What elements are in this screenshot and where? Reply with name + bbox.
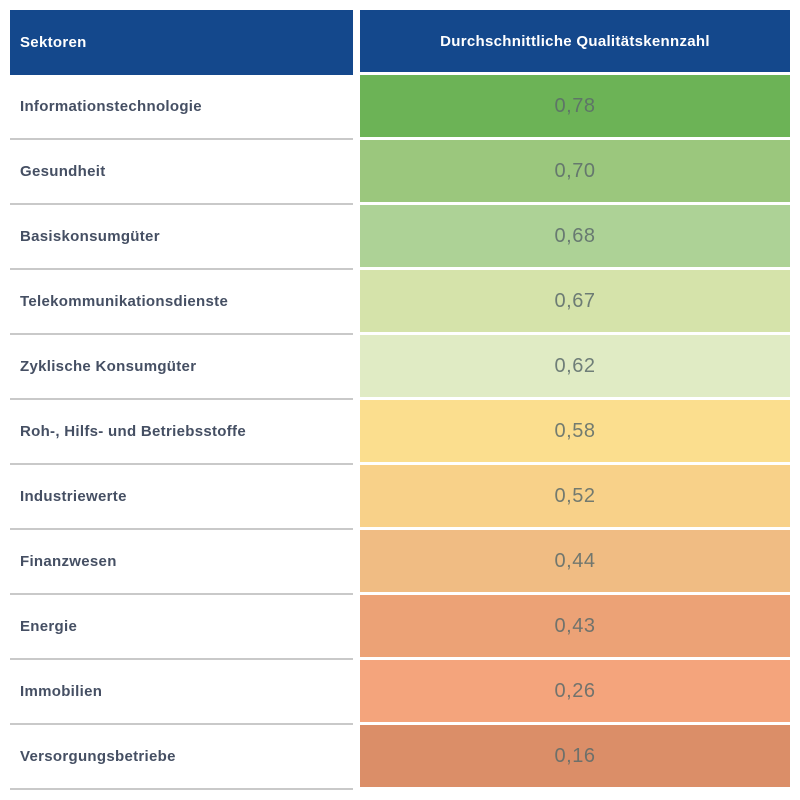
sector-label: Roh-, Hilfs- und Betriebsstoffe [20, 423, 246, 440]
value-cell: 0,26 [360, 660, 790, 725]
value-label: 0,52 [554, 484, 596, 507]
table-row: Finanzwesen 0,44 [10, 530, 790, 595]
header-cell-qualitaetskennzahl: Durchschnittliche Qualitätskennzahl [360, 10, 790, 75]
sector-label: Finanzwesen [20, 553, 117, 570]
value-label: 0,26 [554, 679, 596, 702]
value-label: 0,16 [554, 744, 596, 767]
sector-quality-table: Sektoren Durchschnittliche Qualitätskenn… [10, 10, 790, 790]
table-row: Energie 0,43 [10, 595, 790, 660]
value-cell: 0,44 [360, 530, 790, 595]
sector-cell: Gesundheit [10, 140, 353, 205]
sector-label: Energie [20, 618, 78, 635]
sector-label: Informationstechnologie [20, 98, 202, 115]
sector-cell: Zyklische Konsumgüter [10, 335, 353, 400]
sector-cell: Industriewerte [10, 465, 353, 530]
value-label: 0,43 [554, 614, 596, 637]
sector-label: Telekommunikationsdienste [20, 293, 229, 310]
header-label-qualitaetskennzahl: Durchschnittliche Qualitätskennzahl [440, 32, 710, 50]
sector-cell: Finanzwesen [10, 530, 353, 595]
table-header-row: Sektoren Durchschnittliche Qualitätskenn… [10, 10, 790, 75]
table-row: Informationstechnologie 0,78 [10, 75, 790, 140]
table-row: Zyklische Konsumgüter 0,62 [10, 335, 790, 400]
header-cell-sektoren: Sektoren [10, 10, 353, 75]
sector-label: Zyklische Konsumgüter [20, 358, 197, 375]
value-cell: 0,58 [360, 400, 790, 465]
value-cell: 0,68 [360, 205, 790, 270]
table-row: Versorgungsbetriebe 0,16 [10, 725, 790, 790]
value-label: 0,67 [554, 289, 596, 312]
sector-label: Basiskonsumgüter [20, 228, 160, 245]
table-row: Telekommunikationsdienste 0,67 [10, 270, 790, 335]
value-label: 0,44 [554, 549, 596, 572]
value-label: 0,70 [554, 159, 596, 182]
sector-cell: Basiskonsumgüter [10, 205, 353, 270]
table-body: Informationstechnologie 0,78 Gesundheit 0,7… [10, 75, 790, 790]
value-cell: 0,16 [360, 725, 790, 790]
value-cell: 0,52 [360, 465, 790, 530]
table-row: Basiskonsumgüter 0,68 [10, 205, 790, 270]
value-label: 0,62 [554, 354, 596, 377]
header-label-sektoren: Sektoren [20, 34, 87, 51]
value-cell: 0,62 [360, 335, 790, 400]
sector-cell: Roh-, Hilfs- und Betriebsstoffe [10, 400, 353, 465]
sector-label: Industriewerte [20, 488, 127, 505]
value-cell: 0,67 [360, 270, 790, 335]
table-row: Roh-, Hilfs- und Betriebsstoffe 0,58 [10, 400, 790, 465]
value-cell: 0,78 [360, 75, 790, 140]
sector-cell: Telekommunikationsdienste [10, 270, 353, 335]
value-label: 0,58 [554, 419, 596, 442]
sector-label: Immobilien [20, 683, 103, 700]
sector-label: Gesundheit [20, 163, 106, 180]
sector-cell: Immobilien [10, 660, 353, 725]
value-cell: 0,43 [360, 595, 790, 660]
value-label: 0,68 [554, 224, 596, 247]
sector-cell: Informationstechnologie [10, 75, 353, 140]
sector-label: Versorgungsbetriebe [20, 748, 176, 765]
sector-cell: Versorgungsbetriebe [10, 725, 353, 790]
table-row: Gesundheit 0,70 [10, 140, 790, 205]
value-label: 0,78 [554, 94, 596, 117]
sector-cell: Energie [10, 595, 353, 660]
table-row: Industriewerte 0,52 [10, 465, 790, 530]
table-row: Immobilien 0,26 [10, 660, 790, 725]
value-cell: 0,70 [360, 140, 790, 205]
